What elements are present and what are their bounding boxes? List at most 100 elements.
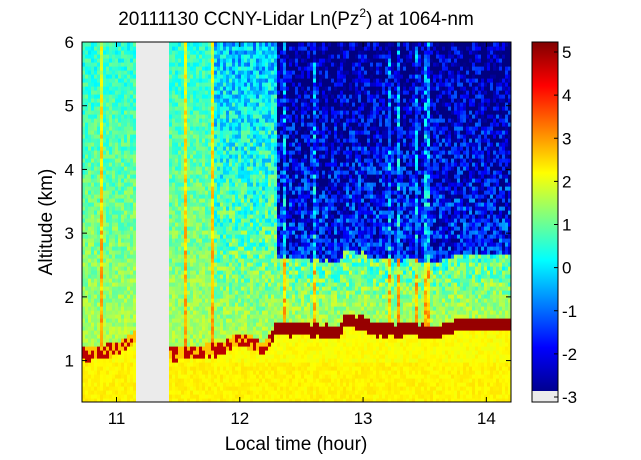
heatmap-cell (115, 254, 119, 259)
heatmap-cell (109, 194, 113, 199)
heatmap-cell (160, 326, 164, 331)
heatmap-cell (160, 218, 164, 223)
heatmap-cell (154, 398, 158, 402)
heatmap-cell (100, 206, 104, 211)
heatmap-cell (106, 242, 110, 247)
heatmap-cell (166, 94, 170, 99)
heatmap-cell (112, 358, 116, 363)
heatmap-cell (154, 106, 158, 111)
heatmap-cell (82, 74, 86, 79)
heatmap-cell (178, 274, 182, 279)
heatmap-cell (121, 138, 125, 143)
heatmap-cell (145, 70, 149, 75)
heatmap-cell (142, 226, 146, 231)
heatmap-cell (94, 162, 98, 167)
heatmap-cell (124, 286, 128, 291)
heatmap-cell (118, 66, 122, 71)
heatmap-cell (106, 166, 110, 171)
heatmap-cell (142, 258, 146, 263)
heatmap-cell (106, 230, 110, 235)
heatmap-cell (133, 94, 137, 99)
heatmap-cell (175, 306, 179, 311)
heatmap-cell (130, 398, 134, 402)
heatmap-cell (184, 250, 188, 255)
heatmap-cell (142, 346, 146, 351)
heatmap-cell (130, 330, 134, 335)
heatmap-cell (85, 258, 89, 263)
heatmap-cell (163, 146, 167, 151)
heatmap-cell (130, 226, 134, 231)
heatmap-cell (151, 46, 155, 51)
heatmap-cell (115, 66, 119, 71)
heatmap-cell (97, 322, 101, 327)
heatmap-cell (190, 170, 194, 175)
heatmap-cell (127, 386, 131, 391)
heatmap-cell (94, 86, 98, 91)
heatmap-cell (142, 74, 146, 79)
heatmap-cell (145, 58, 149, 63)
heatmap-cell (148, 362, 152, 367)
heatmap-cell (88, 374, 92, 379)
heatmap-cell (181, 134, 185, 139)
heatmap-cell (154, 254, 158, 259)
heatmap-cell (88, 62, 92, 67)
heatmap-cell (88, 146, 92, 151)
heatmap-cell (106, 398, 110, 402)
heatmap-cell (115, 302, 119, 307)
heatmap-cell (163, 158, 167, 163)
heatmap-cell (103, 106, 107, 111)
heatmap-cell (163, 270, 167, 275)
heatmap-cell (85, 282, 89, 287)
heatmap-cell (139, 314, 143, 319)
heatmap-cell (85, 322, 89, 327)
heatmap-cell (118, 170, 122, 175)
heatmap-cell (94, 234, 98, 239)
heatmap-cell (103, 322, 107, 327)
heatmap-cell (109, 394, 113, 399)
heatmap-cell (187, 118, 191, 123)
heatmap-cell (91, 58, 95, 63)
heatmap-cell (121, 198, 125, 203)
heatmap-cell (181, 150, 185, 155)
heatmap-cell (169, 198, 173, 203)
heatmap-cell (133, 122, 137, 127)
heatmap-cell (163, 110, 167, 115)
heatmap-cell (136, 254, 140, 259)
heatmap-cell (184, 366, 188, 371)
heatmap-cell (142, 318, 146, 323)
heatmap-cell (82, 370, 86, 375)
heatmap-cell (127, 286, 131, 291)
heatmap-cell (154, 246, 158, 251)
heatmap-cell (136, 294, 140, 299)
heatmap-cell (115, 242, 119, 247)
heatmap-cell (88, 78, 92, 83)
heatmap-cell (97, 102, 101, 107)
heatmap-cell (166, 90, 170, 95)
heatmap-cell (175, 346, 179, 351)
heatmap-cell (190, 246, 194, 251)
heatmap-cell (139, 242, 143, 247)
heatmap-cell (160, 158, 164, 163)
heatmap-cell (136, 46, 140, 51)
heatmap-cell (148, 274, 152, 279)
heatmap-cell (109, 230, 113, 235)
heatmap-cell (115, 218, 119, 223)
heatmap-cell (163, 98, 167, 103)
heatmap-cell (190, 258, 194, 263)
heatmap-cell (151, 398, 155, 402)
heatmap-cell (109, 326, 113, 331)
heatmap-cell (100, 158, 104, 163)
heatmap-cell (88, 346, 92, 351)
heatmap-cell (103, 350, 107, 355)
heatmap-cell (172, 358, 176, 363)
heatmap-cell (139, 66, 143, 71)
heatmap-cell (160, 122, 164, 127)
heatmap-cell (148, 106, 152, 111)
heatmap-cell (148, 98, 152, 103)
heatmap-cell (157, 166, 161, 171)
heatmap-cell (133, 214, 137, 219)
heatmap-cell (88, 282, 92, 287)
heatmap-cell (151, 206, 155, 211)
heatmap-cell (100, 378, 104, 383)
heatmap-cell (91, 198, 95, 203)
